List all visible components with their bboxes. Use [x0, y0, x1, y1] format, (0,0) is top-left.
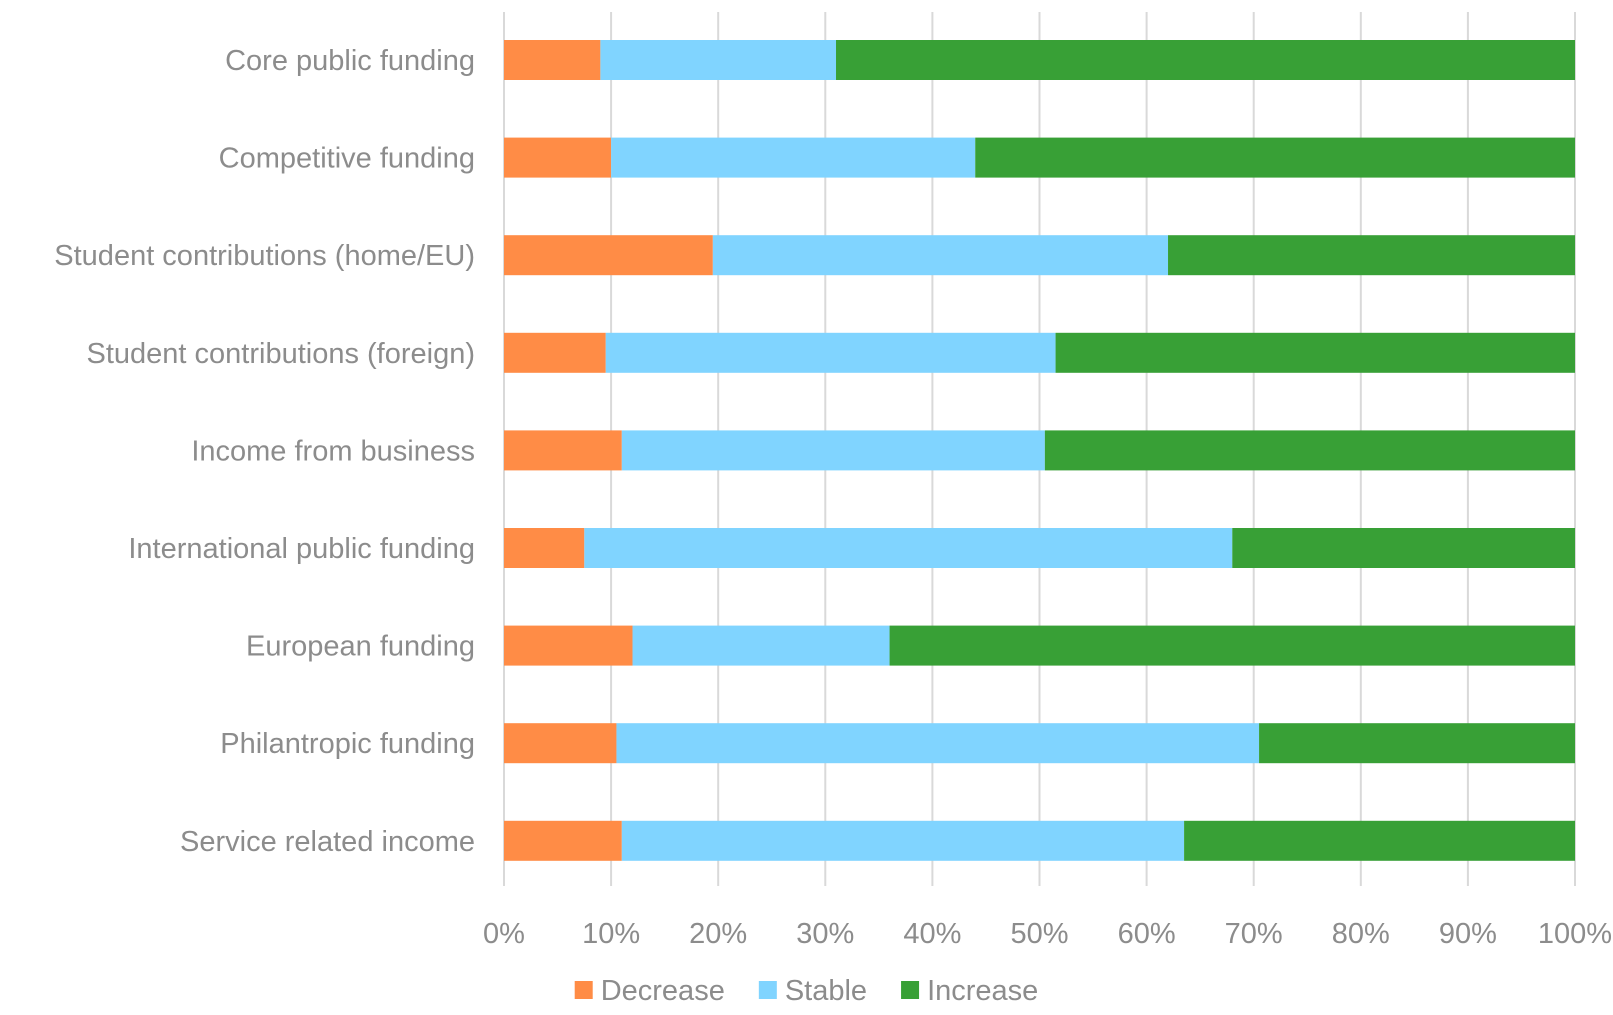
legend: Decrease Stable Increase	[574, 975, 1038, 1007]
category-label: European funding	[246, 631, 475, 663]
bar-segment-decrease	[504, 625, 633, 666]
bar-segment-increase	[1055, 332, 1575, 373]
legend-swatch	[758, 981, 777, 999]
x-tick-label: 20%	[689, 918, 747, 950]
bar-segment-stable	[605, 332, 1056, 373]
bar-segment-increase	[889, 625, 1575, 666]
bar-segment-increase	[1259, 723, 1575, 764]
bar-segment-stable	[621, 820, 1185, 861]
legend-item-increase: Increase	[901, 975, 1038, 1007]
legend-item-decrease: Decrease	[574, 975, 725, 1007]
x-tick-label: 30%	[796, 918, 854, 950]
legend-label: Decrease	[601, 975, 725, 1007]
bars	[504, 40, 1575, 861]
bar-segment-increase	[836, 40, 1575, 80]
bar-segment-increase	[1184, 820, 1575, 861]
bar-segment-stable	[600, 40, 837, 80]
bar-segment-stable	[616, 723, 1260, 764]
bar-segment-decrease	[504, 820, 622, 861]
x-tick-label: 40%	[903, 918, 961, 950]
legend-label: Increase	[927, 975, 1038, 1007]
bar-segment-decrease	[504, 332, 606, 373]
x-tick-label: 70%	[1225, 918, 1283, 950]
bar-segment-decrease	[504, 137, 612, 178]
legend-label: Stable	[785, 975, 867, 1007]
bar-segment-decrease	[504, 430, 622, 471]
bar-segment-stable	[632, 625, 890, 666]
x-tick-label: 60%	[1118, 918, 1176, 950]
bar-segment-decrease	[504, 40, 601, 80]
category-label: International public funding	[128, 533, 475, 565]
category-labels: Core public funding Competitive funding St…	[54, 45, 475, 858]
x-tick-label: 10%	[582, 918, 640, 950]
legend-swatch	[574, 981, 593, 999]
legend-item-stable: Stable	[758, 975, 867, 1007]
bar-segment-decrease	[504, 235, 713, 276]
x-tick-label: 50%	[1010, 918, 1068, 950]
category-label: Competitive funding	[219, 143, 475, 175]
category-label: Student contributions (foreign)	[87, 338, 476, 370]
bar-segment-increase	[1168, 235, 1575, 276]
x-tick-label: 90%	[1439, 918, 1497, 950]
category-label: Philantropic funding	[220, 728, 475, 760]
bar-segment-increase	[1232, 528, 1575, 568]
category-label: Student contributions (home/EU)	[54, 240, 475, 272]
x-tick-label: 0%	[483, 918, 525, 950]
category-label: Income from business	[191, 435, 475, 467]
x-tick-label: 100%	[1538, 918, 1612, 950]
category-label: Service related income	[180, 826, 475, 858]
bar-segment-stable	[621, 430, 1045, 471]
bar-segment-stable	[712, 235, 1169, 276]
bar-segment-decrease	[504, 723, 617, 764]
x-tick-label: 80%	[1332, 918, 1390, 950]
category-label: Core public funding	[225, 45, 475, 77]
x-axis-tick-labels: 0% 10% 20% 30% 40% 50% 60% 70% 80% 90% 100%	[483, 918, 1612, 950]
legend-swatch	[901, 981, 920, 999]
bar-segment-increase	[1044, 430, 1575, 471]
bar-segment-stable	[584, 528, 1233, 568]
bar-segment-stable	[611, 137, 976, 178]
bar-segment-increase	[975, 137, 1575, 178]
bar-segment-decrease	[504, 528, 585, 568]
